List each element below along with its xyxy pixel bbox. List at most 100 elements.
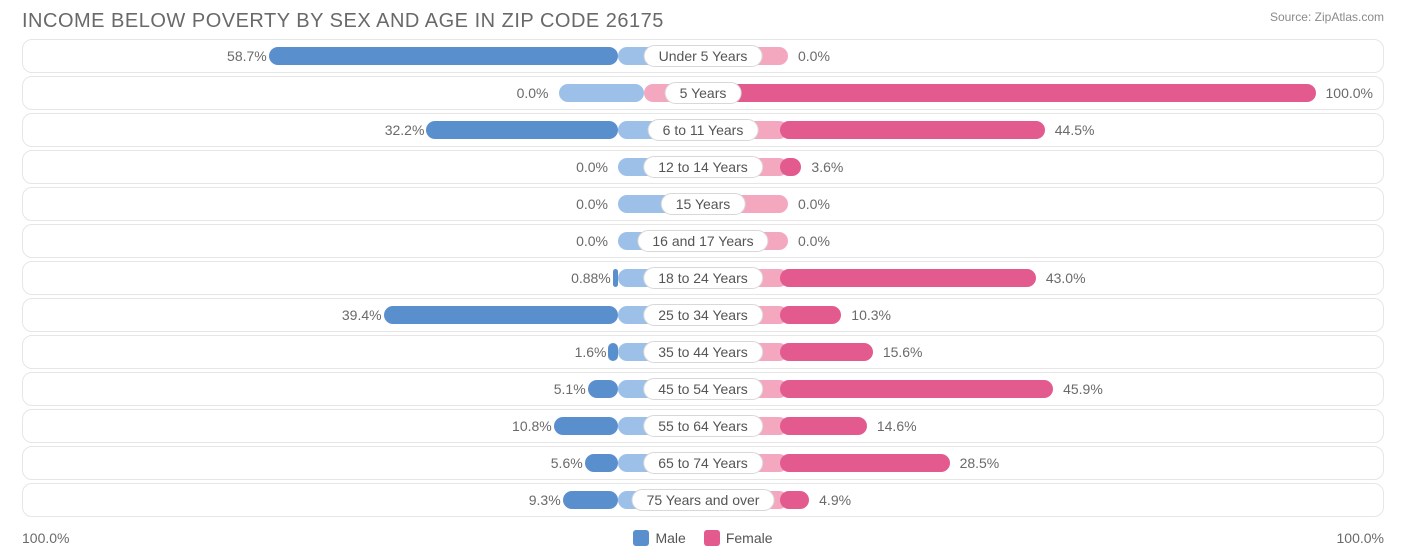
male-bar [384, 306, 618, 324]
category-label: 45 to 54 Years [643, 378, 763, 400]
chart-header: INCOME BELOW POVERTY BY SEX AND AGE IN Z… [0, 0, 1406, 39]
female-bar [721, 84, 1316, 102]
legend-swatch-male [633, 530, 649, 546]
female-half: 3.6% [703, 151, 1383, 183]
chart-row: 0.0% 100.0% 5 Years [22, 76, 1384, 110]
female-half: 100.0% [644, 77, 1383, 109]
chart-row: 9.3% 4.9% 75 Years and over [22, 483, 1384, 517]
chart-row: 58.7% 0.0% Under 5 Years [22, 39, 1384, 73]
female-half: 4.9% [703, 484, 1383, 516]
female-bar [780, 380, 1053, 398]
male-value: 0.0% [566, 159, 618, 175]
male-half: 0.0% [23, 151, 703, 183]
legend-label-female: Female [726, 530, 773, 546]
female-bar [780, 158, 801, 176]
female-bar [780, 269, 1036, 287]
category-label: 25 to 34 Years [643, 304, 763, 326]
male-value: 39.4% [332, 307, 392, 323]
male-half: 0.0% [23, 225, 703, 257]
female-bar [780, 343, 873, 361]
female-half: 0.0% [703, 40, 1383, 72]
chart-row: 0.0% 0.0% 15 Years [22, 187, 1384, 221]
category-label: 18 to 24 Years [643, 267, 763, 289]
category-label: 35 to 44 Years [643, 341, 763, 363]
legend-item-male: Male [633, 530, 685, 546]
male-value: 0.0% [566, 196, 618, 212]
female-value: 43.0% [1036, 270, 1096, 286]
male-bar [585, 454, 618, 472]
female-half: 44.5% [703, 114, 1383, 146]
category-label: 12 to 14 Years [643, 156, 763, 178]
female-value: 28.5% [950, 455, 1010, 471]
chart-row: 10.8% 14.6% 55 to 64 Years [22, 409, 1384, 443]
male-bar [269, 47, 618, 65]
female-value: 14.6% [867, 418, 927, 434]
category-label: 55 to 64 Years [643, 415, 763, 437]
female-half: 45.9% [703, 373, 1383, 405]
female-bar [780, 306, 841, 324]
male-half: 9.3% [23, 484, 703, 516]
male-value: 0.0% [566, 233, 618, 249]
female-value: 3.6% [801, 159, 853, 175]
female-value: 100.0% [1316, 85, 1383, 101]
female-bar [780, 454, 950, 472]
male-half: 39.4% [23, 299, 703, 331]
male-bar [563, 491, 618, 509]
legend: Male Female [633, 530, 772, 546]
male-half: 5.6% [23, 447, 703, 479]
legend-label-male: Male [655, 530, 685, 546]
legend-swatch-female [704, 530, 720, 546]
chart-row: 5.1% 45.9% 45 to 54 Years [22, 372, 1384, 406]
male-value: 10.8% [502, 418, 562, 434]
male-bar [426, 121, 618, 139]
female-half: 28.5% [703, 447, 1383, 479]
category-label: 6 to 11 Years [648, 119, 759, 141]
female-value: 15.6% [873, 344, 933, 360]
male-bar [608, 343, 618, 361]
male-value: 0.0% [507, 85, 559, 101]
axis-label-left: 100.0% [22, 530, 69, 546]
chart-footer: 100.0% Male Female 100.0% [0, 520, 1406, 550]
female-value: 0.0% [788, 196, 840, 212]
male-half: 10.8% [23, 410, 703, 442]
category-label: Under 5 Years [644, 45, 763, 67]
category-label: 15 Years [661, 193, 746, 215]
male-half: 32.2% [23, 114, 703, 146]
chart-row: 1.6% 15.6% 35 to 44 Years [22, 335, 1384, 369]
female-half: 0.0% [703, 188, 1383, 220]
chart-row: 0.0% 0.0% 16 and 17 Years [22, 224, 1384, 258]
female-value: 4.9% [809, 492, 861, 508]
male-value: 58.7% [217, 48, 277, 64]
chart-source: Source: ZipAtlas.com [1270, 10, 1384, 24]
male-bar [554, 417, 618, 435]
male-half: 0.0% [23, 77, 644, 109]
legend-item-female: Female [704, 530, 773, 546]
female-value: 44.5% [1045, 122, 1105, 138]
axis-label-right: 100.0% [1337, 530, 1384, 546]
chart-area: 58.7% 0.0% Under 5 Years 0.0% 100.0% 5 Years 3… [0, 39, 1406, 517]
female-half: 0.0% [703, 225, 1383, 257]
category-label: 5 Years [665, 82, 742, 104]
chart-title: INCOME BELOW POVERTY BY SEX AND AGE IN Z… [22, 10, 664, 33]
chart-row: 0.0% 3.6% 12 to 14 Years [22, 150, 1384, 184]
male-half: 1.6% [23, 336, 703, 368]
female-value: 10.3% [841, 307, 901, 323]
male-bar [588, 380, 618, 398]
male-baseline [559, 84, 644, 102]
female-half: 10.3% [703, 299, 1383, 331]
female-half: 14.6% [703, 410, 1383, 442]
category-label: 75 Years and over [632, 489, 775, 511]
chart-row: 32.2% 44.5% 6 to 11 Years [22, 113, 1384, 147]
male-half: 5.1% [23, 373, 703, 405]
female-value: 45.9% [1053, 381, 1113, 397]
chart-row: 5.6%28.5%65 to 74 Years [22, 446, 1384, 480]
female-bar [780, 121, 1045, 139]
male-bar [613, 269, 618, 287]
male-half: 58.7% [23, 40, 703, 72]
chart-row: 39.4% 10.3% 25 to 34 Years [22, 298, 1384, 332]
female-value: 0.0% [788, 48, 840, 64]
female-value: 0.0% [788, 233, 840, 249]
category-label: 16 and 17 Years [637, 230, 768, 252]
female-bar [780, 417, 867, 435]
male-half: 0.88% [23, 262, 703, 294]
